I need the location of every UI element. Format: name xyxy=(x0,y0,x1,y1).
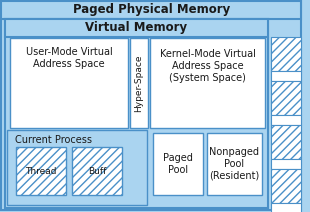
Bar xyxy=(7,130,147,205)
Bar xyxy=(271,169,301,203)
Bar xyxy=(207,133,262,195)
Text: Virtual Memory: Virtual Memory xyxy=(86,21,188,35)
Bar xyxy=(16,147,66,195)
Bar xyxy=(271,159,301,169)
Bar xyxy=(153,133,203,195)
Bar xyxy=(5,19,268,208)
Text: Buff: Buff xyxy=(88,166,106,176)
Bar xyxy=(271,81,301,115)
Bar xyxy=(1,1,301,19)
Bar xyxy=(130,38,148,128)
Bar xyxy=(72,147,122,195)
Text: Kernel-Mode Virtual
Address Space
(System Space): Kernel-Mode Virtual Address Space (Syste… xyxy=(160,49,255,83)
Text: Hyper-Space: Hyper-Space xyxy=(135,54,144,112)
Text: Paged
Pool: Paged Pool xyxy=(163,153,193,175)
Text: Nonpaged
Pool
(Resident): Nonpaged Pool (Resident) xyxy=(209,147,260,181)
Text: Current Process: Current Process xyxy=(15,135,92,145)
Bar xyxy=(150,38,265,128)
Text: User-Mode Virtual
Address Space: User-Mode Virtual Address Space xyxy=(26,47,112,69)
Bar xyxy=(271,115,301,125)
Bar xyxy=(10,38,128,128)
Bar xyxy=(271,125,301,159)
Bar xyxy=(5,19,268,37)
Bar xyxy=(271,71,301,81)
Text: Paged Physical Memory: Paged Physical Memory xyxy=(73,4,231,17)
Bar xyxy=(271,37,301,71)
Text: Thread: Thread xyxy=(25,166,57,176)
Bar xyxy=(271,203,301,212)
